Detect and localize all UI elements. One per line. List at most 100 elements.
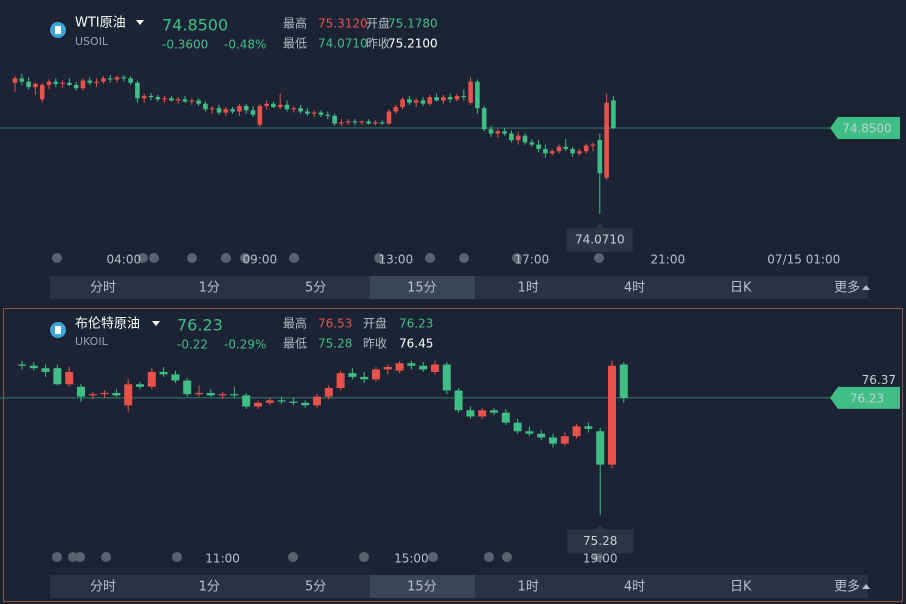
- dropdown-arrow[interactable]: [152, 321, 160, 326]
- tab[interactable]: 1时: [518, 281, 539, 296]
- candle-body: [141, 96, 147, 99]
- candle-body: [556, 146, 562, 152]
- tab[interactable]: 日K: [730, 580, 752, 595]
- tab[interactable]: 日K: [730, 281, 752, 296]
- candle-body: [271, 103, 276, 108]
- candle-body: [318, 112, 324, 115]
- x-tick-label: 09:00: [243, 253, 278, 267]
- symbol-name[interactable]: WTI原油: [75, 16, 126, 31]
- tab[interactable]: 15分: [407, 281, 437, 296]
- change: -0.22: [177, 338, 208, 352]
- candle-body: [608, 365, 616, 465]
- stat-label: 昨收: [366, 37, 390, 51]
- candle-body: [195, 392, 203, 395]
- tab[interactable]: 更多: [834, 579, 860, 595]
- stat-value: 76.23: [399, 317, 433, 331]
- stat-label: 最高: [283, 316, 307, 331]
- tab[interactable]: 4时: [624, 580, 645, 595]
- stat-label: 最低: [283, 337, 307, 351]
- change: -0.3600: [162, 38, 208, 52]
- x-tick-label: 11:00: [205, 552, 240, 566]
- candle-body: [175, 99, 181, 101]
- candle-body: [488, 129, 494, 134]
- candle-body: [560, 436, 569, 444]
- symbol-icon: [55, 26, 61, 34]
- dropdown-arrow[interactable]: [136, 20, 144, 25]
- candle-body: [383, 366, 392, 370]
- symbol-icon: [55, 326, 61, 334]
- candle-body: [513, 422, 522, 432]
- candle-body: [216, 108, 222, 113]
- candle-body: [77, 386, 85, 397]
- stat-label: 开盘: [363, 316, 387, 331]
- candle-body: [481, 108, 487, 130]
- candle-body: [189, 100, 195, 102]
- candle-body: [596, 431, 605, 465]
- candle-body: [395, 363, 404, 371]
- tab-arrow[interactable]: [862, 584, 871, 589]
- candle-body: [522, 135, 528, 143]
- candle-body: [447, 97, 453, 100]
- price-tag-label: 74.8500: [842, 122, 892, 136]
- symbol-code: UKOIL: [75, 335, 109, 348]
- candle-body: [536, 144, 541, 149]
- candle-body: [478, 410, 487, 417]
- tab[interactable]: 1分: [199, 580, 220, 595]
- tab[interactable]: 1时: [518, 580, 539, 595]
- candle-body: [339, 122, 344, 124]
- candle-body: [352, 121, 358, 123]
- candle-body: [19, 78, 25, 82]
- candle-body: [124, 384, 133, 406]
- tab[interactable]: 5分: [305, 281, 326, 296]
- tab-selected[interactable]: [369, 276, 475, 299]
- candle-body: [100, 392, 109, 395]
- stat-label: 最高: [283, 16, 307, 31]
- price-tag: [830, 386, 900, 409]
- candle-body: [549, 437, 557, 444]
- candle-body: [475, 81, 480, 109]
- candle-body: [427, 97, 433, 104]
- candle-body: [400, 99, 405, 108]
- stat-label: 最低: [283, 37, 307, 51]
- tab[interactable]: 分时: [90, 580, 116, 595]
- symbol-name[interactable]: 布伦特原油: [75, 317, 140, 332]
- candle-body: [209, 108, 215, 110]
- stat-value: 76.45: [399, 337, 433, 351]
- candle-body: [87, 80, 93, 83]
- candle-body: [289, 401, 298, 403]
- candle-body: [324, 387, 333, 397]
- stat-value: 75.3120: [318, 17, 368, 31]
- candle-body: [136, 384, 144, 387]
- candle-body: [39, 84, 45, 100]
- candle-body: [254, 402, 262, 407]
- candle-body: [359, 121, 365, 123]
- candle-body: [332, 115, 337, 124]
- tab[interactable]: 分时: [90, 281, 116, 296]
- tab-arrow[interactable]: [862, 285, 871, 290]
- price-tag-label: 76.23: [850, 391, 884, 405]
- tab[interactable]: 15分: [407, 580, 437, 595]
- candle-body: [431, 364, 439, 372]
- tab-selected[interactable]: [369, 575, 475, 598]
- candle-body: [277, 400, 286, 402]
- tab[interactable]: 更多: [834, 280, 860, 296]
- candle-body: [336, 373, 345, 388]
- candle-body: [490, 410, 498, 413]
- candle-body: [88, 394, 97, 396]
- tab[interactable]: 1分: [199, 281, 220, 296]
- candle-body: [148, 96, 154, 98]
- tab[interactable]: 4时: [624, 281, 645, 296]
- candle-body: [393, 107, 399, 112]
- change-pct: -0.29%: [224, 338, 266, 352]
- candle-body: [407, 99, 412, 103]
- candle-body: [242, 395, 251, 407]
- tab[interactable]: 5分: [305, 580, 326, 595]
- candle-body: [502, 131, 507, 134]
- candle-body: [577, 151, 582, 154]
- low-marker-box: [567, 524, 634, 554]
- candle-body: [419, 365, 428, 370]
- candle-body: [67, 82, 72, 85]
- candle-body: [529, 142, 535, 145]
- candle-body: [345, 121, 351, 123]
